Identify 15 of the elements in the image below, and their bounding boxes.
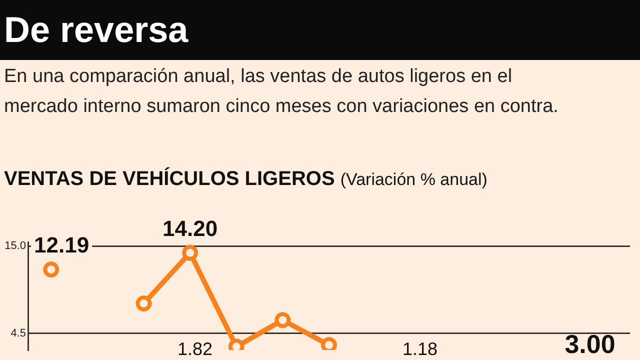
text: VENTAS DE VEHÍCULOS LIGEROS (4, 168, 335, 190)
text: (Variación % anual) (340, 170, 488, 189)
data-label: 14.20 (162, 216, 218, 241)
y-tick-label: 15.0 (4, 240, 26, 252)
y-tick-label: 4.5 (10, 327, 26, 340)
annotation: 1.82 (177, 338, 213, 359)
point (43, 262, 60, 278)
chart-title: De reversa (0, 0, 640, 60)
point (182, 244, 198, 261)
data-label: 12.19 (34, 232, 90, 258)
annotation: 3.00 (564, 329, 616, 360)
point (274, 312, 291, 328)
chart-subtitle: En una comparación anual, las ventas de autos ligeros en el mercado interno sumaron cinco meses con variaciones en contra. (3, 65, 560, 119)
annotation: 1.18 (402, 338, 438, 359)
point (136, 295, 152, 312)
